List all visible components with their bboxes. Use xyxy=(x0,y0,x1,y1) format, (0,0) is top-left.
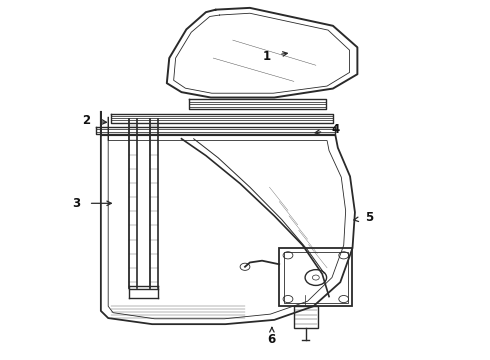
Text: 4: 4 xyxy=(331,123,340,136)
Bar xyxy=(294,306,318,328)
Text: 3: 3 xyxy=(73,197,80,210)
Bar xyxy=(279,248,352,306)
Text: 1: 1 xyxy=(263,50,271,63)
Text: 6: 6 xyxy=(268,333,276,346)
Text: 2: 2 xyxy=(82,114,90,127)
Text: 5: 5 xyxy=(366,211,374,224)
Bar xyxy=(284,252,347,303)
